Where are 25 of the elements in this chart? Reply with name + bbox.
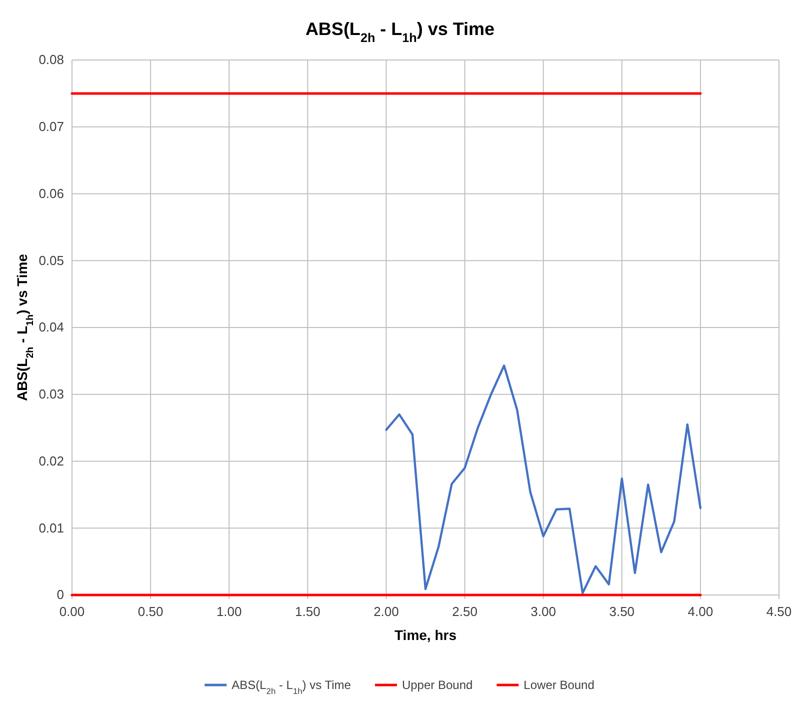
x-tick-label: 1.50 bbox=[295, 604, 320, 620]
x-tick-label: 4.50 bbox=[766, 604, 792, 620]
y-tick-label: 0.01 bbox=[38, 520, 64, 536]
x-tick-label: 2.50 bbox=[452, 604, 478, 620]
line-series bbox=[385, 364, 702, 594]
legend-label: Upper Bound bbox=[402, 678, 473, 692]
y-tick-label: 0.05 bbox=[38, 252, 64, 268]
x-axis-title: Time, hrs bbox=[394, 627, 457, 643]
y-tick-label: 0 bbox=[56, 587, 64, 602]
x-tick-label: 0.50 bbox=[138, 604, 164, 620]
x-tick-label: 2.00 bbox=[374, 604, 399, 620]
y-tick-label: 0.06 bbox=[38, 186, 64, 201]
y-tick-label: 0.02 bbox=[38, 453, 64, 468]
x-tick-label: 3.50 bbox=[609, 604, 635, 620]
y-tick-label: 0.08 bbox=[38, 52, 64, 68]
y-tick-label: 0.07 bbox=[38, 119, 64, 134]
legend-label: ABS(L$_{2h}$ - L$_{1h}$) vs Time bbox=[232, 678, 352, 696]
chart-title: ABS(L$_{2h}$ - L$_{1h}$) vs Time bbox=[305, 19, 495, 45]
x-tick-label: 4.00 bbox=[688, 604, 714, 620]
x-tick-label: 0.00 bbox=[59, 604, 85, 620]
x-tick-label: 1.00 bbox=[216, 604, 242, 620]
y-tick-label: 0.03 bbox=[38, 386, 64, 402]
y-tick-label: 0.04 bbox=[38, 320, 64, 335]
legend-label: Lower Bound bbox=[524, 678, 594, 692]
x-tick-label: 3.00 bbox=[530, 604, 556, 620]
